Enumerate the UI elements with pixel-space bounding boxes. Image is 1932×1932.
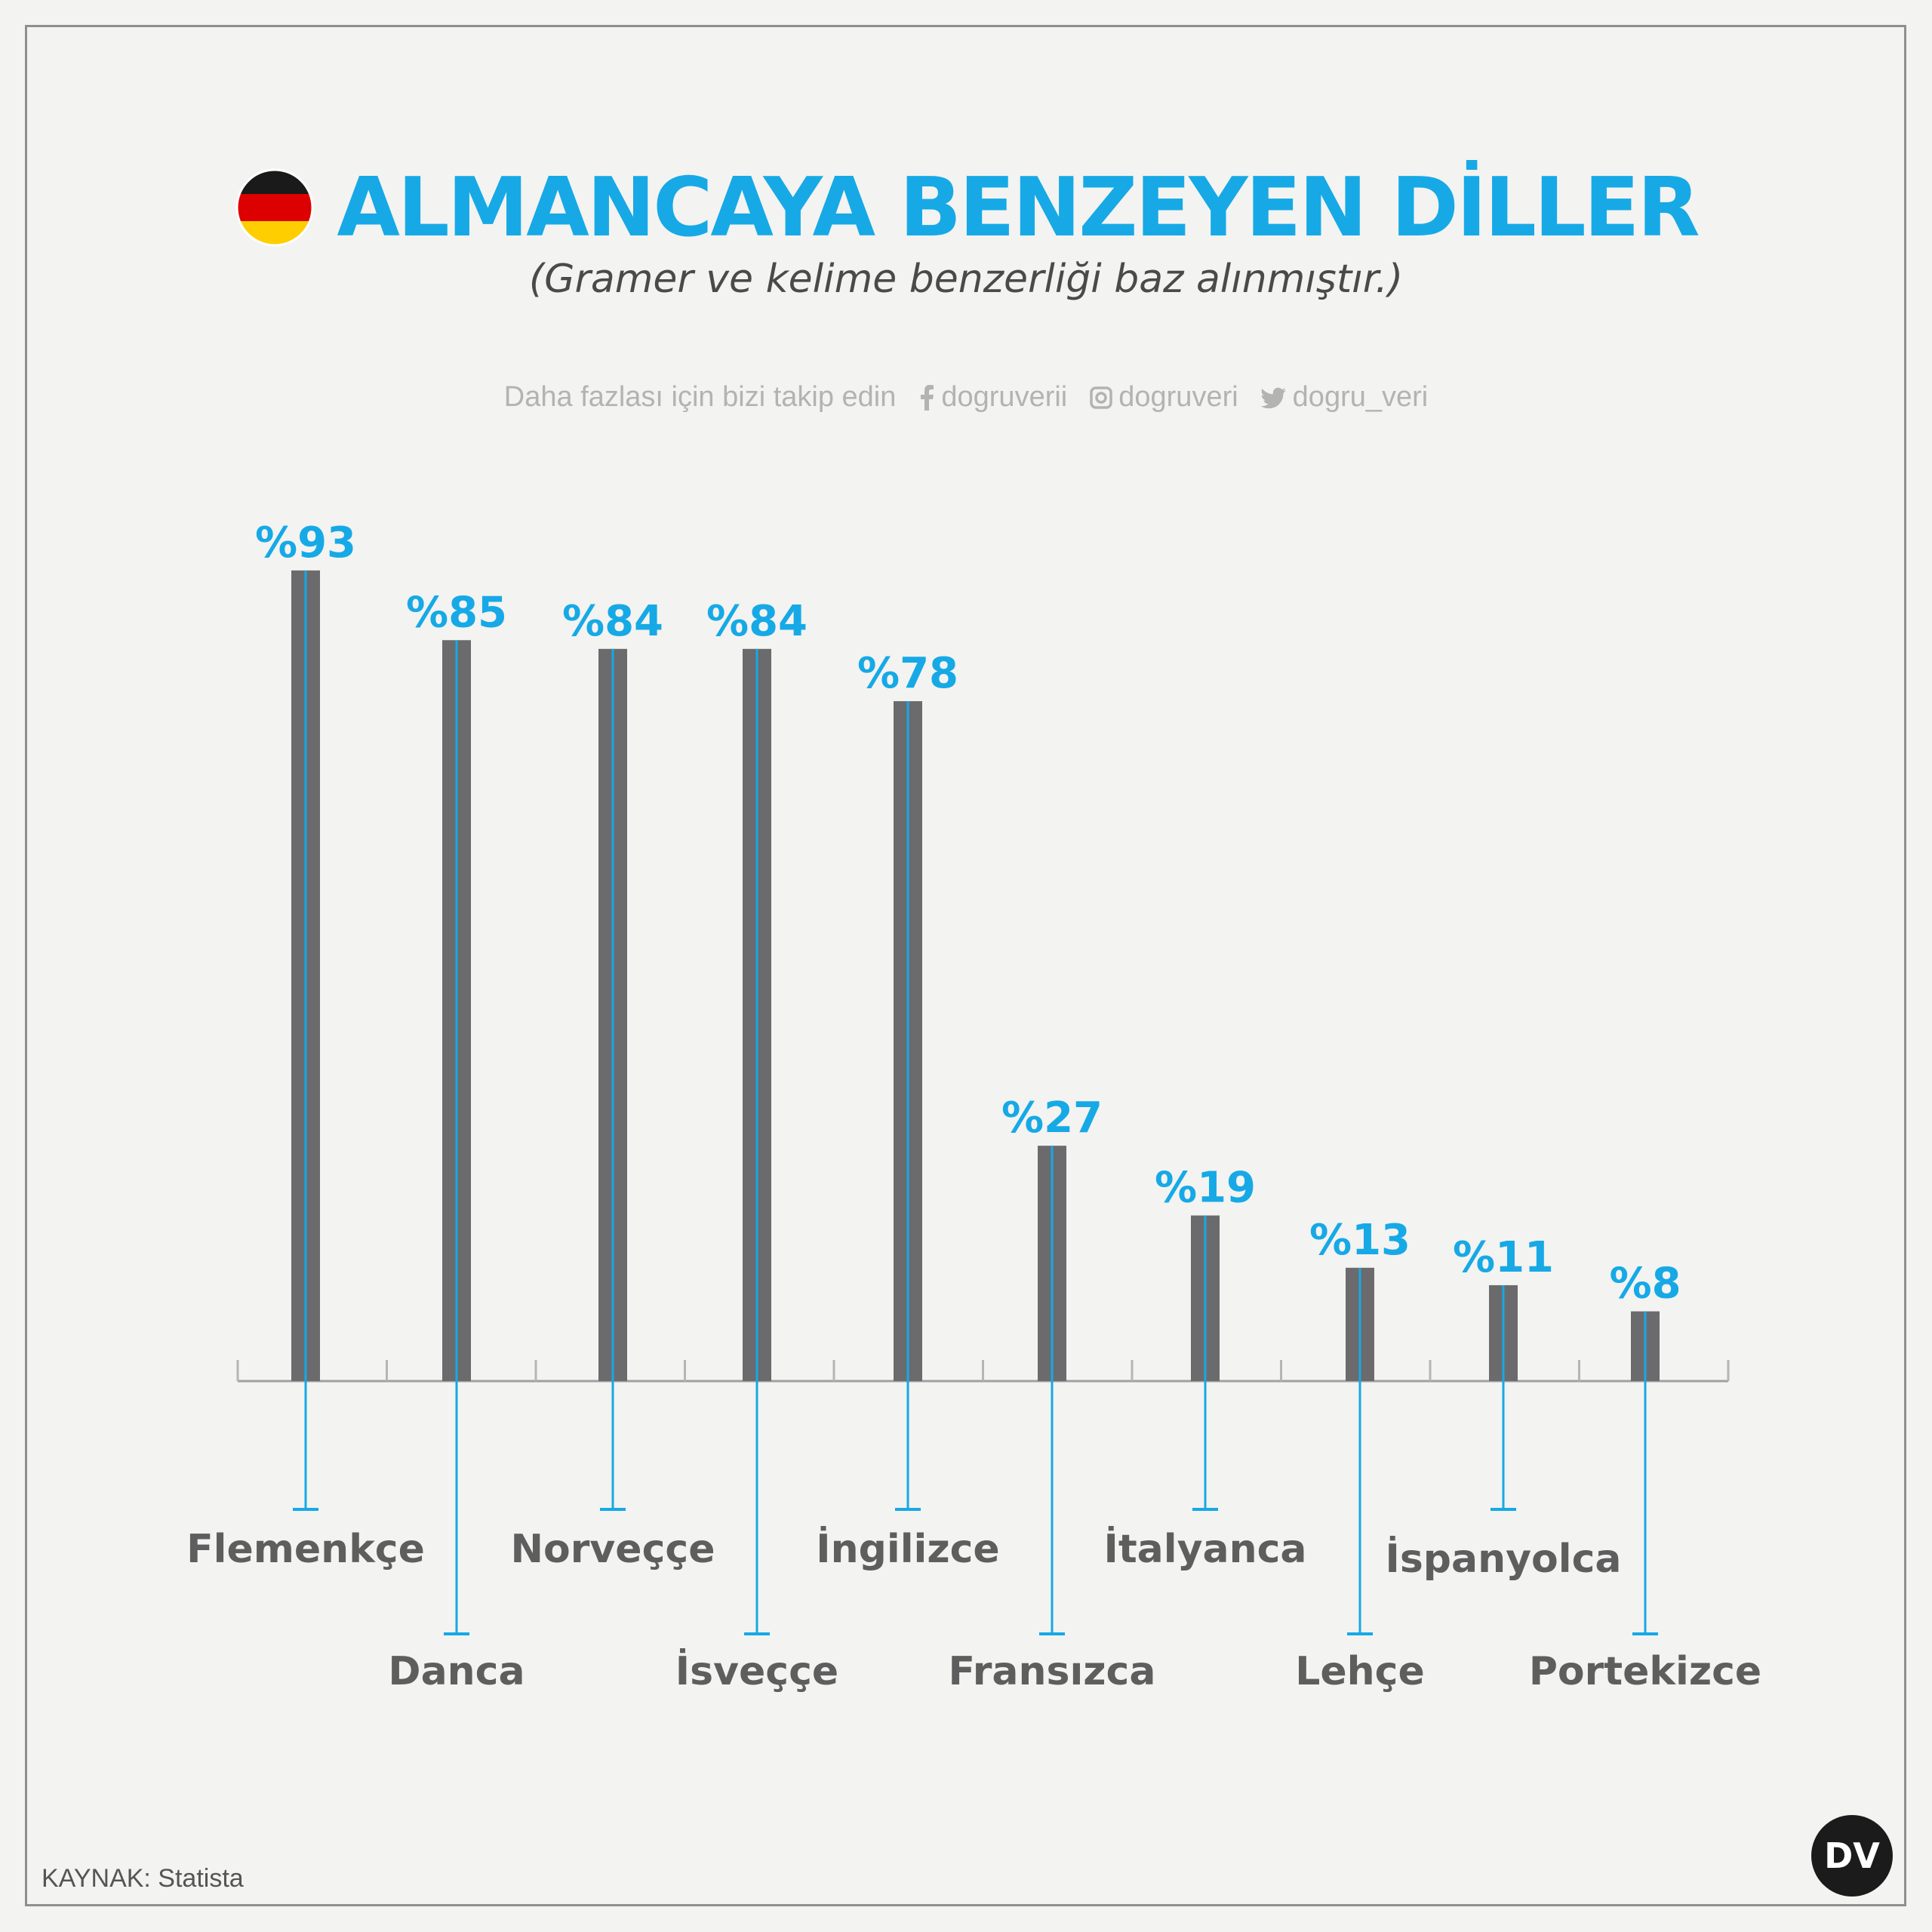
value-label: %13 <box>1309 1216 1411 1265</box>
value-label: %11 <box>1453 1233 1554 1282</box>
twitter-handle: dogru_veri <box>1292 381 1429 413</box>
facebook-icon <box>921 384 934 411</box>
value-label: %85 <box>406 588 507 637</box>
page-title: ALMANCAYA BENZEYEN DİLLER <box>337 160 1700 255</box>
x-axis <box>236 1360 1730 1383</box>
category-label: İngilizce <box>816 1526 999 1572</box>
instagram-link[interactable]: dogruveri <box>1090 381 1238 414</box>
value-labels: %93 %85 %84 %84 %78 %27 %19 %13 %11 %8 <box>255 518 1681 1309</box>
category-label: Flemenkçe <box>186 1527 425 1572</box>
page-frame <box>25 25 1906 1906</box>
value-label: %84 <box>562 597 663 646</box>
category-label: Lehçe <box>1295 1649 1425 1694</box>
instagram-handle: dogruveri <box>1118 381 1238 413</box>
leader-lines <box>293 570 1658 1635</box>
page-subtitle: (Gramer ve kelime benzerliği baz alınmış… <box>528 257 1404 302</box>
category-label: İtalyanca <box>1103 1526 1306 1572</box>
twitter-link[interactable]: dogru_veri <box>1260 381 1429 414</box>
category-label: Norveççe <box>511 1527 715 1572</box>
logo-text: DV <box>1824 1835 1880 1876</box>
category-label: Fransızca <box>949 1649 1156 1694</box>
value-label: %78 <box>857 649 958 698</box>
category-labels: Flemenkçe Danca Norveççe İsveççe İngilizce Fr… <box>186 1526 1761 1694</box>
social-prompt: Daha fazlası için bizi takip edin <box>503 381 897 413</box>
germany-flag-icon <box>235 168 314 247</box>
value-label: %27 <box>1001 1094 1103 1143</box>
category-label: İspanyolca <box>1386 1536 1622 1582</box>
category-label: Portekizce <box>1529 1649 1761 1694</box>
facebook-handle: dogruverii <box>941 381 1068 413</box>
value-label: %93 <box>255 518 356 568</box>
facebook-link[interactable]: dogruverii <box>918 381 1067 414</box>
twitter-icon <box>1260 387 1286 408</box>
source-note: KAYNAK: Statista <box>42 1864 244 1893</box>
value-label: %19 <box>1155 1164 1256 1213</box>
instagram-icon <box>1090 386 1112 409</box>
value-label: %84 <box>706 597 808 646</box>
social-bar: Daha fazlası için bizi takip edin dogruv… <box>0 381 1932 414</box>
value-label: %8 <box>1609 1260 1681 1309</box>
dv-logo: DV <box>1811 1815 1893 1897</box>
category-label: Danca <box>388 1649 525 1694</box>
category-label: İsveççe <box>675 1648 838 1694</box>
title-row: ALMANCAYA BENZEYEN DİLLER <box>0 158 1932 257</box>
